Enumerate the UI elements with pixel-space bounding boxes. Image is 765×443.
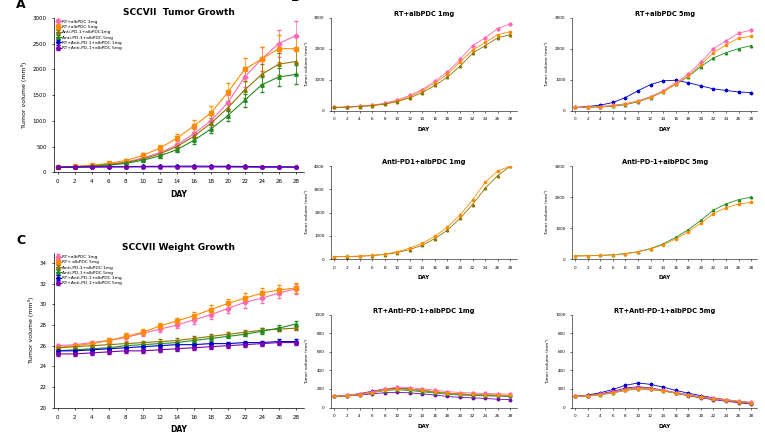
Legend: RT+albPDC 1mg, RT+ albPDC 5mg, Anti-PD-1+albPDC 1mg, Anti-PD-1+albPDC 5mg, RT+An: RT+albPDC 1mg, RT+ albPDC 5mg, Anti-PD-1…	[56, 255, 122, 285]
X-axis label: DAY: DAY	[659, 127, 671, 132]
X-axis label: DAY: DAY	[171, 425, 187, 434]
Text: A: A	[16, 0, 25, 12]
Text: B: B	[291, 0, 300, 4]
Title: Anti-PD1+albPDC 1mg: Anti-PD1+albPDC 1mg	[382, 159, 466, 165]
Title: RT+Anti-PD-1+albPDC 5mg: RT+Anti-PD-1+albPDC 5mg	[614, 307, 715, 314]
X-axis label: DAY: DAY	[418, 127, 430, 132]
Y-axis label: Tumor volume (mm³): Tumor volume (mm³)	[28, 297, 34, 363]
Y-axis label: Tumor volume (mm³): Tumor volume (mm³)	[304, 338, 309, 384]
X-axis label: DAY: DAY	[659, 275, 671, 280]
Title: SCCVII  Tumor Growth: SCCVII Tumor Growth	[123, 8, 235, 17]
X-axis label: DAY: DAY	[418, 424, 430, 429]
Title: SCCVII Weight Growth: SCCVII Weight Growth	[122, 243, 236, 252]
X-axis label: DAY: DAY	[659, 424, 671, 429]
Title: RT+Anti-PD-1+albPDC 1mg: RT+Anti-PD-1+albPDC 1mg	[373, 307, 474, 314]
Text: C: C	[16, 233, 25, 247]
X-axis label: DAY: DAY	[171, 190, 187, 199]
Title: RT+albPDC 5mg: RT+albPDC 5mg	[635, 11, 695, 17]
Legend: RT+albPDC 1mg, RT+albPDC 5mg, Anti-PD-1+albPDC1mg, Anti-PD-1+albPDC 5mg, RT+Anti: RT+albPDC 1mg, RT+albPDC 5mg, Anti-PD-1+…	[56, 20, 122, 50]
Y-axis label: Tumor volume (mm³): Tumor volume (mm³)	[545, 190, 549, 235]
Y-axis label: Tumor volume (mm³): Tumor volume (mm³)	[545, 41, 549, 87]
Y-axis label: Tumor volume (mm³): Tumor volume (mm³)	[304, 190, 308, 235]
Y-axis label: Tumor volume (mm³): Tumor volume (mm³)	[545, 338, 549, 384]
Y-axis label: Tumor volume (mm³): Tumor volume (mm³)	[21, 62, 27, 128]
X-axis label: DAY: DAY	[418, 275, 430, 280]
Y-axis label: Tumor volume (mm³): Tumor volume (mm³)	[304, 41, 308, 87]
Title: RT+albPDC 1mg: RT+albPDC 1mg	[394, 11, 454, 17]
Title: Anti-PD-1+albPDC 5mg: Anti-PD-1+albPDC 5mg	[622, 159, 708, 165]
